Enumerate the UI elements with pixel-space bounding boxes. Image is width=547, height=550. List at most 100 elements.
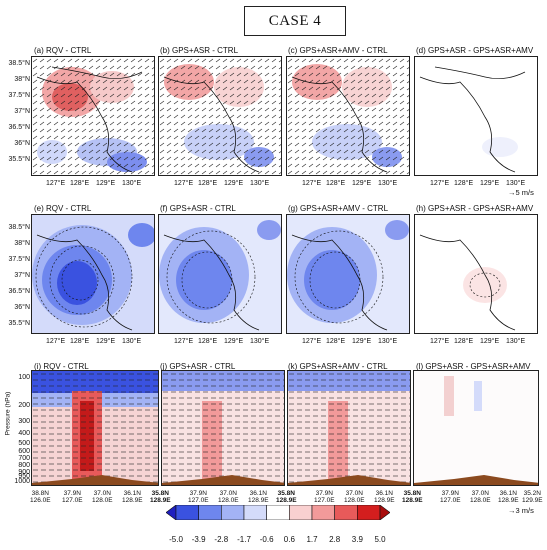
row3-pressure-axis: 100 200 300 400 500 600 700 800 900 950 … bbox=[14, 366, 30, 486]
pressure-label: 700 bbox=[18, 455, 30, 462]
lat-label: 36°N bbox=[14, 304, 30, 311]
xsec-label: 36.1N 128.9E bbox=[374, 490, 395, 504]
map-panel-b bbox=[158, 56, 282, 176]
lat-label: 35.5°N bbox=[8, 156, 30, 163]
row1-lat-axis: 38.5°N 38°N 37.5°N 37°N 36.5°N 36°N 35.5… bbox=[0, 48, 30, 178]
lon-label: 130°E bbox=[122, 180, 142, 187]
row2-lat-axis: 38.5°N 38°N 37.5°N 37°N 36.5°N 36°N 35.5… bbox=[0, 206, 30, 336]
panel-title: (e) RQV - CTRL bbox=[34, 204, 92, 213]
lat-label: 38°N bbox=[14, 76, 30, 83]
lon-label: 129°E bbox=[224, 180, 244, 187]
xsec-label: 36.1N 128.9E bbox=[248, 490, 269, 504]
cross-section-plot bbox=[288, 371, 410, 485]
xsec-label: 37.0N 128.0E bbox=[470, 490, 491, 504]
colorbar-segment bbox=[289, 505, 313, 520]
panel-title: (i) RQV - CTRL bbox=[34, 362, 89, 371]
colorbar-tick-label: 3.9 bbox=[351, 535, 363, 544]
panel-title: (f) GPS+ASR - CTRL bbox=[160, 204, 236, 213]
colorbar-tick-label: 0.6 bbox=[283, 535, 295, 544]
xsec-label: 37.0N 128.0E bbox=[344, 490, 365, 504]
colorbar-segment bbox=[221, 505, 245, 520]
map-panel-c bbox=[286, 56, 410, 176]
pressure-label: 300 bbox=[18, 418, 30, 425]
vector-unit-row1: →5 m/s bbox=[508, 188, 534, 197]
lon-label: 130°E bbox=[378, 338, 398, 345]
map-panel-f bbox=[158, 214, 282, 334]
pressure-label: 800 bbox=[18, 462, 30, 469]
lon-label: 128°E bbox=[454, 338, 474, 345]
map-panel-h bbox=[414, 214, 538, 334]
lat-label: 38°N bbox=[14, 240, 30, 247]
panel-title: (b) GPS+ASR - CTRL bbox=[160, 46, 239, 55]
lon-label: 130°E bbox=[250, 338, 270, 345]
xsec-label: 37.9N 127.0E bbox=[188, 490, 209, 504]
cross-section-panel-i bbox=[31, 370, 159, 486]
lon-label: 127°E bbox=[46, 180, 66, 187]
lat-label: 38.5°N bbox=[8, 224, 30, 231]
lon-label: 127°E bbox=[430, 338, 450, 345]
xsec-label: 36.1N 128.9E bbox=[122, 490, 143, 504]
colorbar-segment bbox=[357, 505, 381, 520]
lat-label: 36.5°N bbox=[8, 288, 30, 295]
xsec-label: 36.1N 128.9E bbox=[498, 490, 519, 504]
lon-label: 128°E bbox=[454, 180, 474, 187]
lon-label: 130°E bbox=[378, 180, 398, 187]
xsec-label: 37.9N 127.0E bbox=[62, 490, 83, 504]
lat-label: 37°N bbox=[14, 272, 30, 279]
colorbar-tick-label: -0.6 bbox=[259, 535, 274, 544]
lon-label: 129°E bbox=[480, 338, 500, 345]
lat-label: 36°N bbox=[14, 140, 30, 147]
colorbar-segment bbox=[334, 505, 358, 520]
lat-label: 36.5°N bbox=[8, 124, 30, 131]
lon-label: 129°E bbox=[352, 338, 372, 345]
vector-unit-row3: →3 m/s bbox=[508, 506, 534, 515]
panel-title: (l) GPS+ASR - GPS+ASR+AMV bbox=[416, 362, 531, 371]
panel-title: (c) GPS+ASR+AMV - CTRL bbox=[288, 46, 388, 55]
panel-title: (j) GPS+ASR - CTRL bbox=[160, 362, 236, 371]
lon-label: 127°E bbox=[302, 180, 322, 187]
panel-title: (k) GPS+ASR+AMV - CTRL bbox=[288, 362, 388, 371]
cross-section-plot bbox=[162, 371, 284, 485]
panel-title: (h) GPS+ASR - GPS+ASR+AMV bbox=[416, 204, 534, 213]
lon-label: 128°E bbox=[70, 338, 90, 345]
pressure-label: 950 bbox=[18, 473, 30, 480]
lon-label: 128°E bbox=[198, 180, 218, 187]
map-plot bbox=[419, 234, 516, 331]
colorbar-tick-label: -5.0 bbox=[169, 535, 183, 544]
pressure-label: 600 bbox=[18, 448, 30, 455]
lon-label: 129°E bbox=[96, 180, 116, 187]
colorbar-segment bbox=[198, 505, 222, 520]
pressure-label: 1000 bbox=[14, 478, 30, 485]
xsec-label: 35.8N 128.9E bbox=[402, 490, 423, 504]
map-plot bbox=[32, 57, 154, 175]
cross-section-panel-l bbox=[413, 370, 539, 486]
lon-label: 130°E bbox=[122, 338, 142, 345]
colorbar-segment bbox=[175, 505, 199, 520]
colorbar-segment bbox=[266, 505, 290, 520]
lon-label: 128°E bbox=[326, 338, 346, 345]
map-panel-e bbox=[31, 214, 155, 334]
map-plot bbox=[287, 215, 409, 333]
xsec-label: 38.8N 126.0E bbox=[30, 490, 51, 504]
pressure-axis-label: Pressure (hPa) bbox=[4, 391, 12, 436]
colorbar-tick-label: -1.7 bbox=[237, 535, 251, 544]
cross-section-plot bbox=[32, 371, 158, 485]
panel-title: (d) GPS+ASR - GPS+ASR+AMV bbox=[416, 46, 534, 55]
cross-section-plot bbox=[414, 371, 538, 485]
lon-label: 130°E bbox=[250, 180, 270, 187]
map-plot bbox=[159, 57, 281, 175]
map-panel-g bbox=[286, 214, 410, 334]
map-plot bbox=[32, 215, 154, 333]
pressure-label: 100 bbox=[18, 374, 30, 381]
map-panel-d bbox=[414, 56, 538, 176]
pressure-label: 900 bbox=[18, 469, 30, 476]
cross-section-panel-k bbox=[287, 370, 411, 486]
lon-label: 129°E bbox=[352, 180, 372, 187]
map-panel-a bbox=[31, 56, 155, 176]
lat-label: 38.5°N bbox=[8, 60, 30, 67]
xsec-label: 37.0N 128.0E bbox=[92, 490, 113, 504]
xsec-label: 35.8N 128.9E bbox=[276, 490, 297, 504]
lon-label: 130°E bbox=[506, 338, 526, 345]
figure-title: CASE 4 bbox=[244, 6, 346, 36]
lat-label: 37.5°N bbox=[8, 256, 30, 263]
